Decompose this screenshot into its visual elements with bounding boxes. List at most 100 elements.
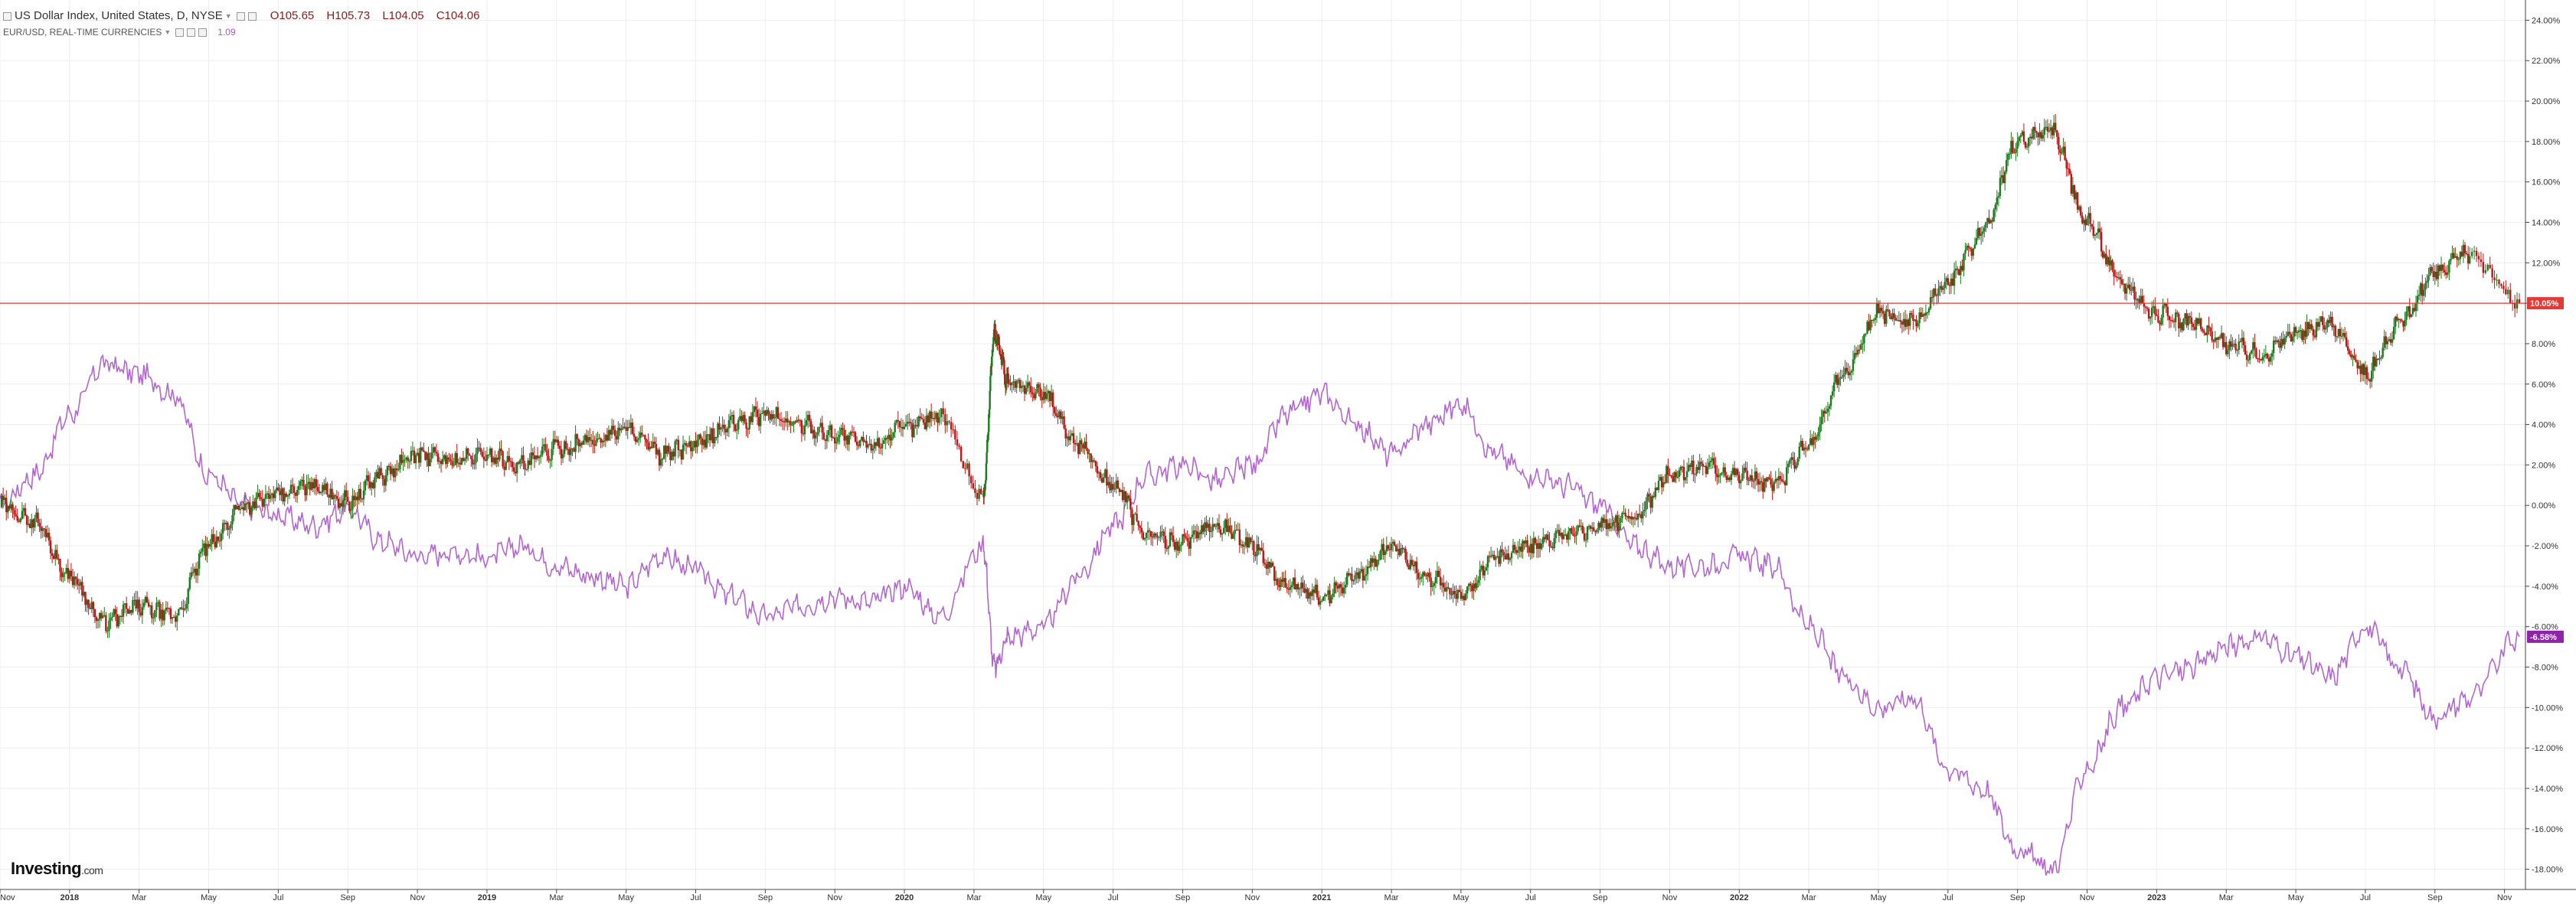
candle bbox=[1545, 533, 1548, 543]
candle bbox=[1427, 572, 1429, 583]
candle bbox=[2378, 350, 2381, 365]
candle-body bbox=[1129, 498, 1132, 510]
candle bbox=[1689, 462, 1692, 471]
candle bbox=[182, 599, 185, 618]
candle bbox=[1292, 577, 1295, 589]
candle-body bbox=[1950, 278, 1953, 286]
candle-body bbox=[2189, 315, 2191, 318]
candle-body bbox=[702, 439, 705, 445]
candle-body bbox=[1991, 220, 1993, 222]
candle bbox=[1155, 532, 1157, 540]
candle bbox=[368, 472, 371, 491]
candle-body bbox=[1275, 579, 1277, 581]
candle bbox=[992, 331, 995, 341]
candle-body bbox=[1358, 571, 1361, 579]
candle bbox=[1982, 226, 1984, 243]
dxy-series[interactable] bbox=[0, 113, 2521, 638]
candle bbox=[707, 433, 710, 444]
candle-body bbox=[2505, 289, 2507, 295]
candle-body bbox=[629, 423, 633, 428]
candle-body bbox=[283, 493, 286, 502]
candle bbox=[802, 425, 805, 436]
candle-body bbox=[2056, 130, 2058, 137]
candle-body bbox=[1621, 513, 1623, 518]
candle bbox=[2230, 334, 2232, 351]
candle bbox=[600, 437, 602, 449]
candle bbox=[1018, 377, 1021, 392]
candle-body bbox=[2202, 328, 2204, 331]
candle-body bbox=[70, 570, 73, 577]
candle bbox=[1600, 516, 1603, 532]
candle-body bbox=[636, 439, 639, 442]
candle bbox=[620, 424, 623, 433]
candle bbox=[1847, 363, 1849, 379]
candle-body bbox=[2084, 220, 2087, 226]
candle bbox=[1169, 528, 1172, 548]
candle-body bbox=[577, 439, 580, 447]
eurusd-series[interactable] bbox=[0, 354, 2520, 876]
candle-body bbox=[2454, 256, 2457, 258]
eurusd-line[interactable] bbox=[0, 354, 2520, 876]
candle-body bbox=[1467, 583, 1470, 587]
candle bbox=[614, 425, 616, 445]
candle bbox=[563, 439, 566, 458]
candle-body bbox=[1629, 516, 1632, 519]
candle-body bbox=[1583, 533, 1586, 540]
candle-body bbox=[1828, 406, 1831, 409]
candle-body bbox=[1660, 477, 1663, 488]
candle-body bbox=[2101, 251, 2104, 258]
candle-body bbox=[2460, 252, 2463, 256]
candle-body bbox=[744, 415, 746, 423]
candle bbox=[1240, 539, 1243, 549]
candle-body bbox=[2450, 259, 2452, 261]
candle-body bbox=[331, 488, 333, 500]
candle-body bbox=[680, 449, 683, 460]
y-tick-label: -18.00% bbox=[2532, 866, 2563, 875]
candle bbox=[1491, 550, 1494, 559]
candle-body bbox=[1501, 549, 1503, 553]
candle bbox=[2074, 190, 2077, 205]
candle-body bbox=[1755, 471, 1758, 479]
candle bbox=[1280, 576, 1282, 591]
candle-body bbox=[799, 420, 801, 422]
candle-body bbox=[2339, 328, 2342, 337]
candle bbox=[457, 459, 459, 468]
candle-body bbox=[443, 455, 446, 459]
candle bbox=[539, 450, 542, 464]
candle bbox=[2498, 279, 2500, 289]
candle-body bbox=[1004, 374, 1006, 385]
candle-body bbox=[171, 617, 174, 619]
candle-body bbox=[1826, 408, 1829, 413]
candle-body bbox=[141, 607, 144, 616]
candle-body bbox=[2165, 303, 2167, 307]
candle-body bbox=[1934, 288, 1937, 295]
candle-body bbox=[999, 345, 1001, 354]
candle-body bbox=[1564, 534, 1567, 536]
candle bbox=[149, 604, 152, 615]
candle-body bbox=[138, 599, 140, 612]
candle bbox=[1953, 262, 1956, 295]
candle-body bbox=[1136, 514, 1138, 521]
candle bbox=[1088, 449, 1090, 463]
candle-body bbox=[174, 616, 177, 622]
candle bbox=[111, 612, 113, 622]
candle-body bbox=[987, 432, 989, 436]
candle-body bbox=[2462, 244, 2465, 256]
candle-body bbox=[2176, 312, 2179, 315]
candle bbox=[894, 420, 896, 439]
candle-body bbox=[634, 436, 637, 442]
candle-body bbox=[1561, 533, 1564, 540]
candle-body bbox=[230, 524, 232, 529]
candle-body bbox=[2123, 283, 2127, 294]
candle-body bbox=[938, 417, 940, 423]
candle bbox=[2129, 276, 2131, 295]
candle bbox=[1091, 455, 1093, 469]
candle bbox=[2051, 126, 2054, 140]
candle bbox=[391, 464, 394, 477]
candle bbox=[2120, 274, 2123, 286]
candle-body bbox=[1534, 537, 1537, 543]
candle bbox=[576, 432, 578, 445]
candle-body bbox=[2074, 192, 2077, 200]
candle bbox=[696, 434, 698, 454]
